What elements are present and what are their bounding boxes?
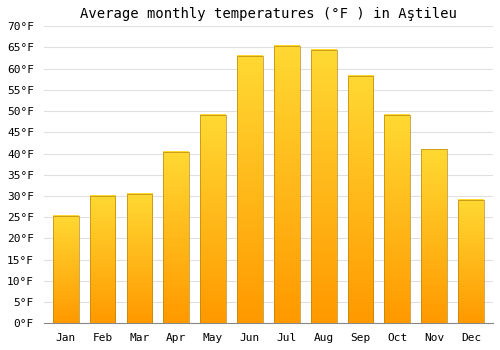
Bar: [310, 50, 336, 323]
Bar: [53, 216, 78, 323]
Bar: [200, 115, 226, 323]
Bar: [421, 149, 447, 323]
Bar: [458, 200, 484, 323]
Bar: [384, 115, 410, 323]
Title: Average monthly temperatures (°F ) in Aştileu: Average monthly temperatures (°F ) in Aş…: [80, 7, 457, 21]
Bar: [237, 56, 263, 323]
Bar: [90, 196, 116, 323]
Bar: [274, 46, 299, 323]
Bar: [126, 194, 152, 323]
Bar: [164, 152, 189, 323]
Bar: [348, 76, 374, 323]
